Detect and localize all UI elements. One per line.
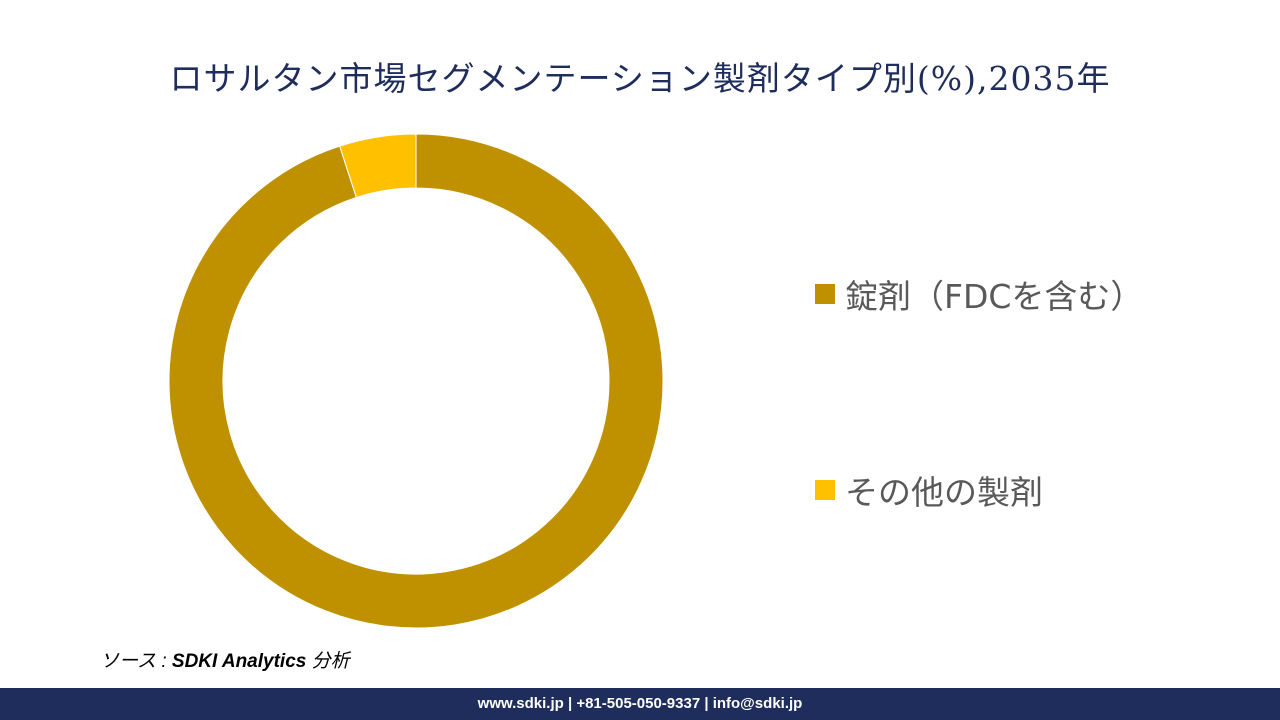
- source-brand: SDKI Analytics: [171, 651, 307, 672]
- source-prefix: ソース :: [100, 651, 172, 672]
- donut-slice-tablets: [168, 133, 664, 629]
- legend-swatch-other: [815, 480, 835, 500]
- legend-item-other: その他の製剤: [815, 466, 1043, 514]
- source-suffix: 分析: [306, 651, 350, 672]
- legend-item-tablets: 錠剤（FDCを含む）: [815, 270, 1143, 318]
- legend-swatch-tablets: [815, 284, 835, 304]
- chart-title: ロサルタン市場セグメンテーション製剤タイプ別(%),2035年: [169, 59, 1111, 98]
- source-note: ソース : SDKI Analytics 分析: [100, 646, 350, 673]
- legend-label-tablets: 錠剤（FDCを含む）: [845, 277, 1144, 316]
- footer-contact: www.sdki.jp | +81-505-050-9337 | info@sd…: [477, 695, 803, 712]
- donut-slice-other: [339, 133, 417, 199]
- footer-bar: www.sdki.jp | +81-505-050-9337 | info@sd…: [0, 688, 1280, 720]
- legend-label-other: その他の製剤: [845, 473, 1043, 512]
